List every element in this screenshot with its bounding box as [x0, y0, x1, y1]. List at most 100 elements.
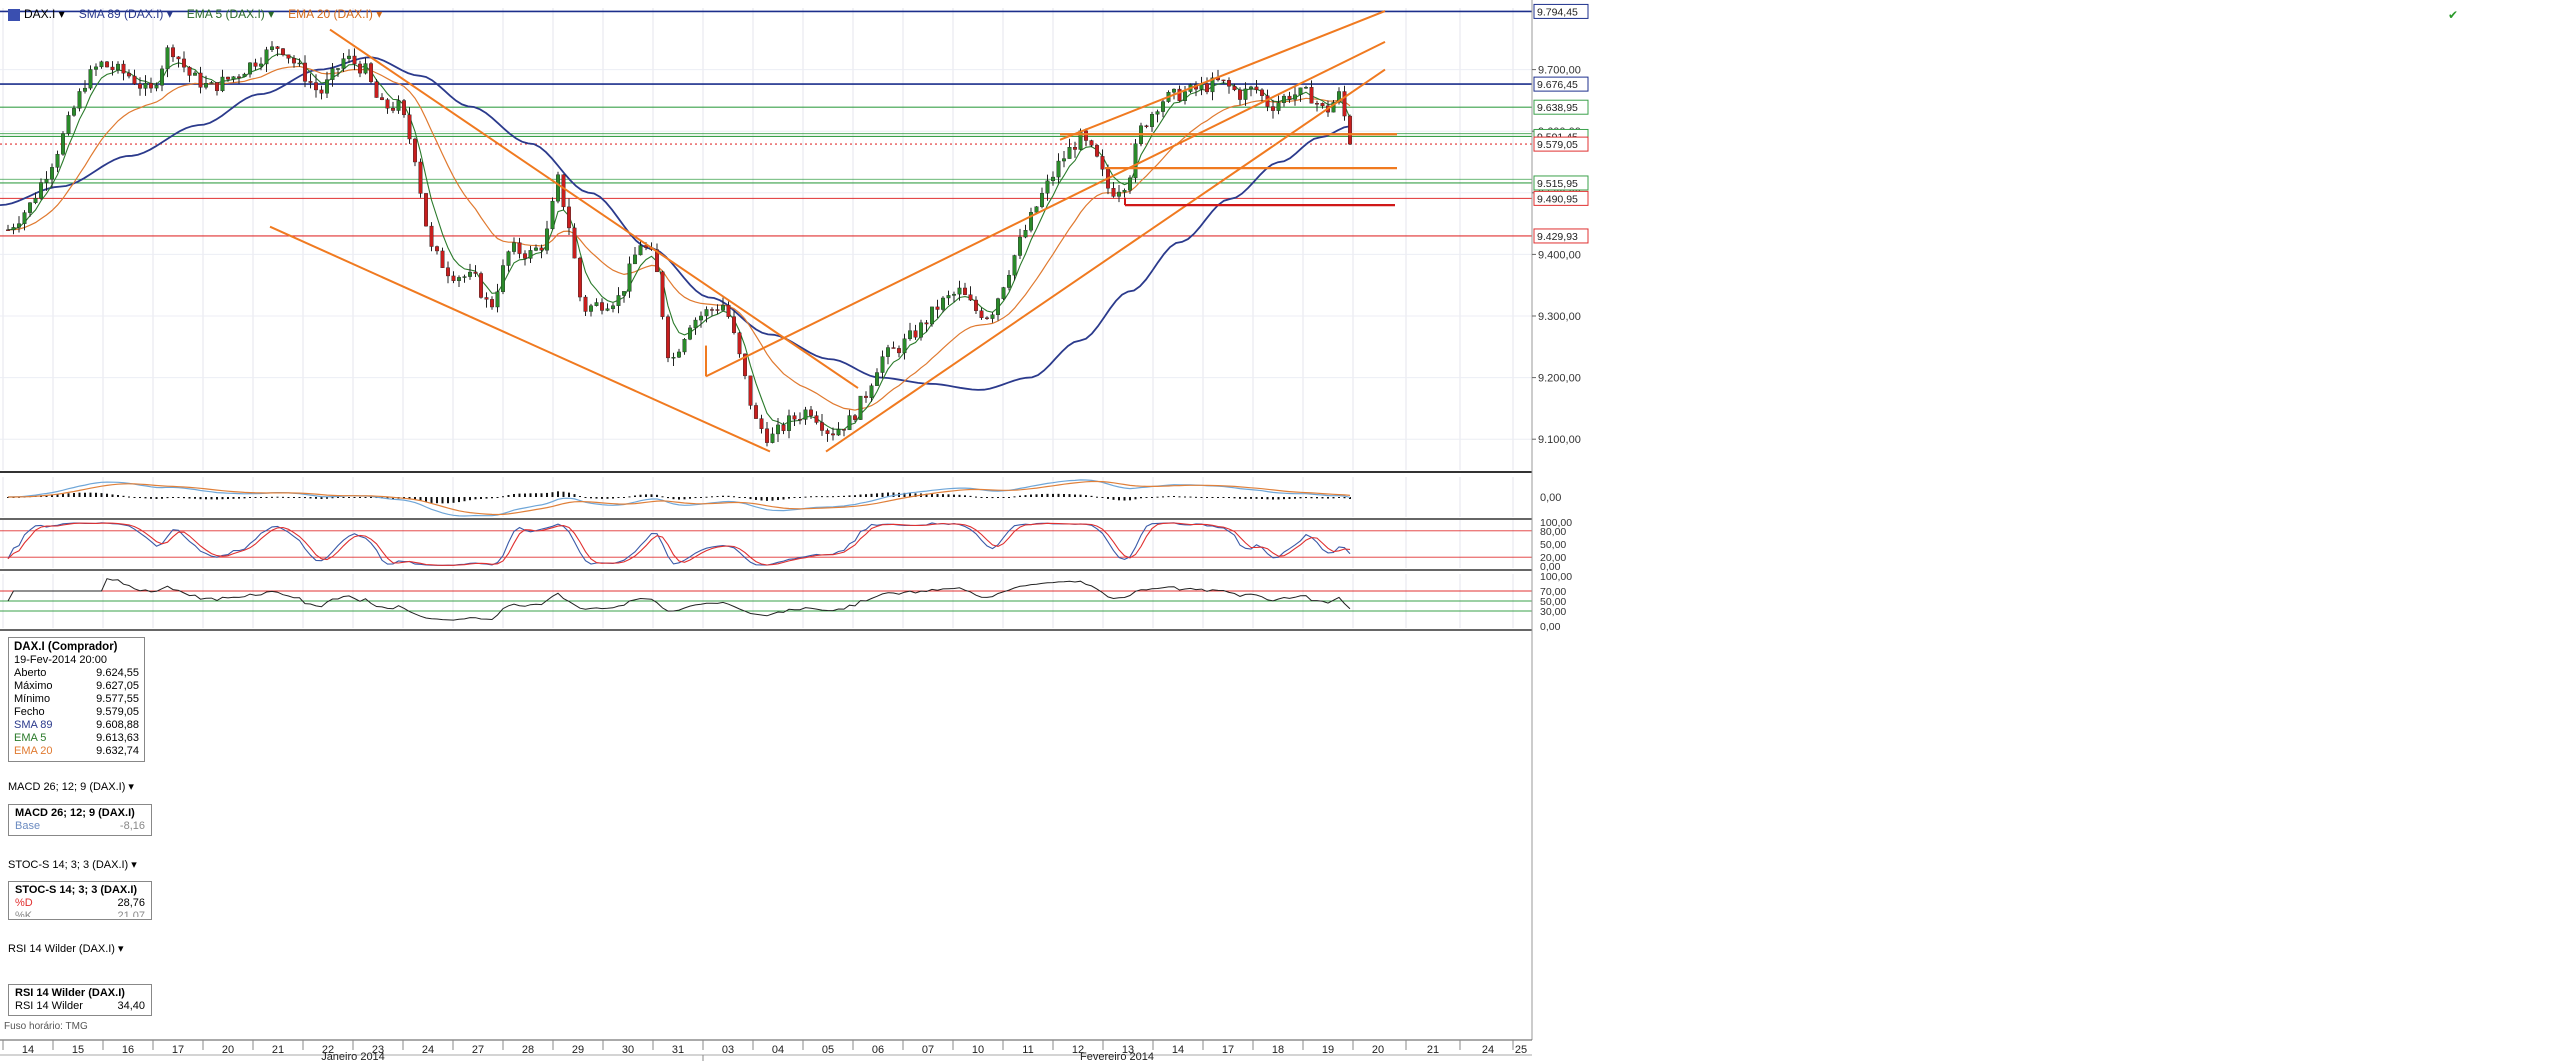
- axes: 9.700,009.600,009.500,009.400,009.300,00…: [0, 0, 1589, 1061]
- candle-body: [1347, 115, 1352, 145]
- candle-body: [1232, 86, 1237, 91]
- stoch-d-value: 28,76: [117, 897, 145, 909]
- macd-histogram-bar: [342, 497, 345, 498]
- candle-body: [402, 100, 407, 116]
- candle-body: [803, 409, 808, 420]
- rsi-panel-selector[interactable]: RSI 14 Wilder (DAX.I) ▾: [8, 943, 124, 955]
- candle-body: [572, 227, 577, 259]
- candle-body: [1149, 114, 1154, 127]
- macd-histogram-bar: [1041, 494, 1043, 497]
- macd-histogram-bar: [1035, 494, 1038, 497]
- info-box-value: 9.579,05: [96, 706, 139, 718]
- candle-body: [737, 332, 742, 355]
- candle-body: [732, 316, 737, 334]
- instrument-selector[interactable]: DAX.I ▾: [8, 7, 65, 21]
- stoch-title: STOC-S 14; 3; 3 (DAX.I): [8, 859, 129, 871]
- candle-body: [44, 179, 49, 183]
- sma-indicator-selector[interactable]: SMA 89 (DAX.I) ▾: [78, 7, 173, 21]
- macd-histogram-bar: [997, 497, 999, 498]
- macd-histogram-bar: [45, 495, 48, 497]
- macd-histogram-bar: [859, 494, 862, 497]
- candle-body: [380, 97, 385, 100]
- candle-body: [93, 66, 98, 70]
- macd-histogram-bar: [590, 497, 592, 499]
- info-box-key: Mínimo: [14, 693, 51, 705]
- candle-body: [957, 287, 962, 295]
- macd-histogram-bar: [1134, 497, 1137, 500]
- x-axis-day-label: 06: [872, 1044, 884, 1056]
- candle-body: [1226, 80, 1231, 87]
- macd-histogram-bar: [386, 497, 389, 499]
- info-box-row: EMA 20 9.632,74: [14, 745, 139, 758]
- macd-histogram-bar: [683, 497, 686, 500]
- macd-histogram-bar: [117, 495, 119, 497]
- candle-body: [495, 291, 500, 308]
- macd-histogram-bar: [876, 493, 878, 497]
- candle-body: [919, 322, 924, 338]
- ema20-indicator-selector[interactable]: EMA 20 (DAX.I) ▾: [288, 7, 383, 21]
- candle-body: [842, 429, 847, 431]
- macd-histogram-bar: [282, 496, 284, 498]
- macd-histogram-bar: [304, 497, 306, 499]
- candle-body: [864, 395, 869, 398]
- info-box-rows: Aberto 9.624,55 Máximo 9.627,05 Mínimo 9.577,…: [14, 667, 139, 758]
- candle-body: [181, 58, 186, 68]
- macd-histogram-bar: [243, 497, 246, 499]
- macd-histogram-bar: [1294, 497, 1296, 499]
- candle-body: [203, 83, 208, 88]
- candle-body: [847, 415, 852, 431]
- macd-histogram-bar: [848, 495, 851, 497]
- ema5-indicator-selector[interactable]: EMA 5 (DAX.I) ▾: [186, 7, 275, 21]
- macd-histogram-bar: [870, 493, 873, 497]
- stoch-panel-selector[interactable]: STOC-S 14; 3; 3 (DAX.I) ▾: [8, 859, 137, 871]
- candle-body: [435, 246, 440, 252]
- macd-histogram-bar: [1107, 497, 1109, 499]
- macd-histogram-bar: [595, 497, 598, 499]
- macd-histogram-bar: [1030, 494, 1032, 497]
- candle-body: [523, 253, 528, 259]
- ema5-label: EMA 5 (DAX.I): [186, 7, 265, 21]
- candle-body: [1210, 77, 1215, 93]
- macd-histogram-bar: [892, 492, 895, 497]
- macd-histogram-bar: [441, 497, 444, 504]
- macd-histogram-bar: [139, 497, 141, 499]
- rsi-box-title: RSI 14 Wilder (DAX.I): [15, 987, 125, 999]
- candle-body: [528, 250, 533, 259]
- info-box-key: EMA 20: [14, 745, 53, 757]
- x-axis-day-label: 14: [22, 1044, 34, 1056]
- candle-body: [1072, 147, 1077, 150]
- candle-body: [869, 385, 874, 398]
- candle-body: [473, 271, 478, 274]
- candle-body: [1298, 87, 1303, 95]
- macd-histogram-bar: [821, 496, 823, 498]
- trendlines[interactable]: [269, 10, 1397, 453]
- macd-histogram-bar: [1046, 493, 1049, 497]
- macd-histogram-bar: [810, 496, 812, 498]
- macd-histogram-bar: [210, 497, 213, 500]
- x-axis-day-label: 14: [1172, 1044, 1184, 1056]
- candle-body: [231, 76, 236, 80]
- macd-histogram-bar: [969, 495, 972, 497]
- candle-body: [303, 62, 308, 82]
- x-axis-day-label: 27: [472, 1044, 484, 1056]
- candle-body: [622, 291, 627, 296]
- macd-histogram-bar: [1052, 493, 1054, 497]
- macd-histogram-bar: [672, 497, 675, 500]
- macd-panel-selector[interactable]: MACD 26; 12; 9 (DAX.I) ▾: [8, 781, 134, 793]
- macd-histogram-bar: [1173, 495, 1175, 497]
- candle-body: [292, 58, 297, 64]
- x-axis-day-label: 04: [772, 1044, 784, 1056]
- macd-histogram-bar: [249, 497, 251, 498]
- price-tag-box: [1533, 175, 1589, 191]
- macd-histogram-bar: [56, 494, 59, 497]
- macd-histogram-bar: [1222, 497, 1225, 498]
- candle-body: [220, 76, 225, 92]
- live-check-icon: ✔: [2448, 8, 2459, 22]
- macd-histogram-bar: [177, 497, 180, 498]
- macd-histogram-bar: [1338, 497, 1340, 498]
- candle-body: [1281, 95, 1286, 103]
- candle-body: [963, 287, 968, 295]
- macd-histogram-bar: [474, 497, 477, 500]
- candle-body: [1336, 91, 1341, 103]
